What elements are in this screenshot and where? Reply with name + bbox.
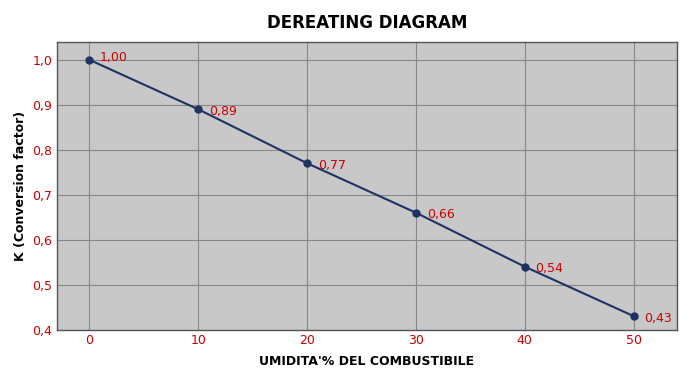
- Title: DEREATING DIAGRAM: DEREATING DIAGRAM: [267, 14, 467, 32]
- Text: 0,66: 0,66: [427, 209, 455, 222]
- Text: 0,77: 0,77: [318, 159, 346, 172]
- Y-axis label: K (Conversion factor): K (Conversion factor): [14, 111, 27, 261]
- Text: 0,43: 0,43: [645, 312, 672, 325]
- X-axis label: UMIDITA'% DEL COMBUSTIBILE: UMIDITA'% DEL COMBUSTIBILE: [259, 355, 475, 368]
- Text: 0,89: 0,89: [209, 105, 237, 118]
- Text: 0,54: 0,54: [536, 262, 563, 275]
- Text: 1,00: 1,00: [100, 51, 128, 64]
